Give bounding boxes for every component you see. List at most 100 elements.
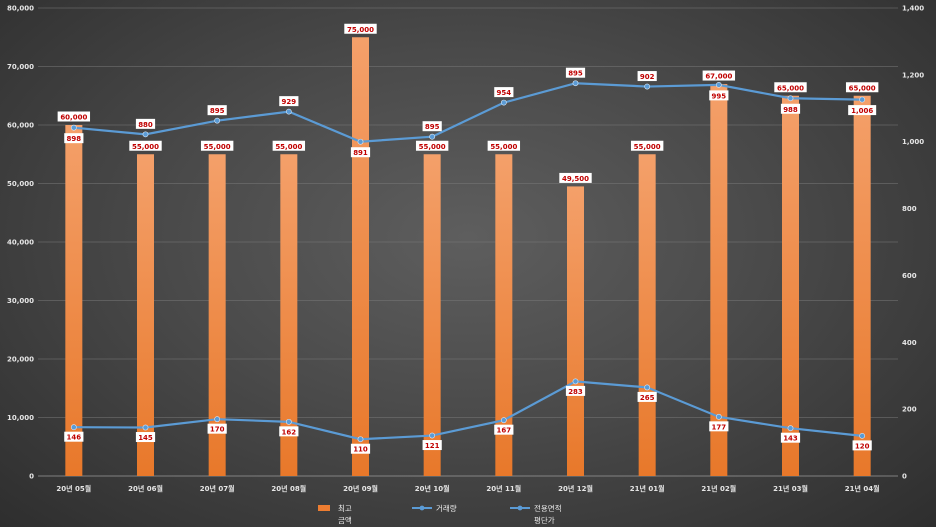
volume-label-box bbox=[852, 440, 872, 451]
unit-price-label-box bbox=[207, 105, 227, 116]
bar bbox=[853, 95, 871, 476]
volume-label-box bbox=[422, 440, 442, 451]
volume-label-box bbox=[709, 421, 729, 432]
bar-label: 67,000 bbox=[702, 70, 736, 81]
volume-label-text: 170 bbox=[210, 426, 225, 434]
unit-price-label-box bbox=[64, 133, 84, 144]
volume-label: 162 bbox=[279, 426, 299, 437]
volume-label: 145 bbox=[135, 432, 156, 443]
right-tick-label: 200 bbox=[902, 406, 917, 414]
volume-label-text: 167 bbox=[497, 427, 512, 435]
legend-swatch-dot bbox=[419, 505, 425, 511]
bar-label-box bbox=[57, 111, 91, 122]
x-tick-label: 21년 04월 bbox=[845, 484, 880, 493]
bar-label-box bbox=[559, 172, 592, 183]
volume-label-text: 120 bbox=[855, 442, 870, 450]
x-tick-label: 21년 03월 bbox=[773, 484, 808, 493]
left-tick-label: 0 bbox=[29, 473, 34, 481]
volume-point bbox=[70, 424, 77, 431]
unit-price-label-box bbox=[637, 71, 657, 82]
bar-label: 65,000 bbox=[845, 82, 879, 93]
volume-label-box bbox=[279, 426, 299, 437]
unit-price-label-box bbox=[279, 96, 299, 107]
unit-price-point bbox=[572, 80, 579, 87]
bar-label-text: 55,000 bbox=[204, 143, 231, 151]
bar-label-box bbox=[702, 70, 736, 81]
bar bbox=[495, 154, 513, 476]
bar-label-box bbox=[129, 140, 162, 151]
volume-point bbox=[715, 413, 722, 420]
right-tick-label: 0 bbox=[902, 473, 907, 481]
bar-label-text: 55,000 bbox=[634, 143, 661, 151]
unit-price-label: 880 bbox=[135, 118, 156, 129]
volume-point bbox=[285, 418, 292, 425]
left-tick-label: 10,000 bbox=[7, 414, 34, 422]
volume-label: 121 bbox=[422, 440, 442, 451]
bar-label-text: 55,000 bbox=[275, 143, 302, 151]
bar-label: 55,000 bbox=[487, 140, 521, 151]
bar-label: 55,000 bbox=[272, 140, 306, 151]
bar-label: 75,000 bbox=[344, 23, 377, 34]
unit-price-label-text: 895 bbox=[568, 70, 583, 78]
unit-price-label-text: 880 bbox=[138, 121, 153, 129]
unit-price-label: 1,006 bbox=[848, 105, 877, 116]
volume-point bbox=[429, 432, 436, 439]
bar bbox=[782, 95, 799, 476]
volume-point bbox=[214, 416, 221, 423]
unit-price-label-text: 898 bbox=[67, 135, 82, 143]
unit-price-line bbox=[73, 82, 863, 143]
volume-label-box bbox=[494, 424, 514, 435]
volume-label-text: 177 bbox=[712, 423, 727, 431]
x-tick-label: 20년 07월 bbox=[200, 484, 235, 493]
bar bbox=[137, 154, 154, 476]
unit-price-label: 895 bbox=[565, 67, 586, 78]
unit-price-label-box bbox=[848, 105, 877, 116]
volume-label: 120 bbox=[852, 440, 872, 451]
unit-price-label-box bbox=[709, 90, 729, 101]
bar-label: 49,500 bbox=[559, 172, 592, 183]
unit-price-point bbox=[285, 108, 292, 115]
bar-label-text: 67,000 bbox=[705, 73, 732, 81]
volume-label-box bbox=[780, 432, 801, 443]
x-tick-label: 20년 06월 bbox=[128, 484, 163, 493]
legend-label: 전용면적 bbox=[534, 503, 562, 513]
volume-label-text: 145 bbox=[138, 434, 153, 442]
bar-label-box bbox=[774, 82, 807, 93]
bar-label-box bbox=[344, 23, 377, 34]
unit-price-label-text: 988 bbox=[783, 106, 798, 114]
volume-label: 110 bbox=[350, 443, 371, 454]
bar-label: 65,000 bbox=[774, 82, 807, 93]
right-tick-label: 600 bbox=[902, 272, 917, 280]
bar bbox=[352, 37, 369, 476]
bar-label-box bbox=[272, 140, 306, 151]
unit-price-label-box bbox=[780, 103, 801, 114]
x-tick-label: 21년 02월 bbox=[701, 484, 736, 493]
unit-price-label: 895 bbox=[422, 121, 442, 132]
unit-price-label: 954 bbox=[494, 87, 514, 98]
bar-label: 60,000 bbox=[57, 111, 91, 122]
legend-swatch-dot bbox=[517, 505, 523, 511]
x-tick-label: 20년 09월 bbox=[343, 484, 378, 493]
unit-price-label-text: 895 bbox=[425, 123, 440, 131]
right-tick-label: 1,400 bbox=[902, 5, 924, 13]
unit-price-point bbox=[357, 138, 364, 145]
left-tick-label: 80,000 bbox=[7, 5, 34, 13]
unit-price-point bbox=[500, 99, 507, 106]
right-tick-label: 1,200 bbox=[902, 71, 924, 79]
bar-label-text: 55,000 bbox=[132, 143, 159, 151]
unit-price-point bbox=[859, 96, 866, 103]
bar bbox=[423, 154, 441, 476]
unit-price-label-box bbox=[422, 121, 442, 132]
volume-label-text: 162 bbox=[282, 428, 297, 436]
unit-price-label-text: 895 bbox=[210, 107, 225, 115]
unit-price-point bbox=[715, 81, 722, 88]
unit-price-label-box bbox=[350, 147, 371, 158]
unit-price-point bbox=[142, 131, 149, 138]
unit-price-point bbox=[644, 83, 651, 90]
legend-label-line2: 평단가 bbox=[534, 515, 555, 525]
x-tick-label: 20년 11월 bbox=[486, 484, 521, 493]
unit-price-label: 929 bbox=[279, 96, 299, 107]
volume-label: 167 bbox=[494, 424, 514, 435]
